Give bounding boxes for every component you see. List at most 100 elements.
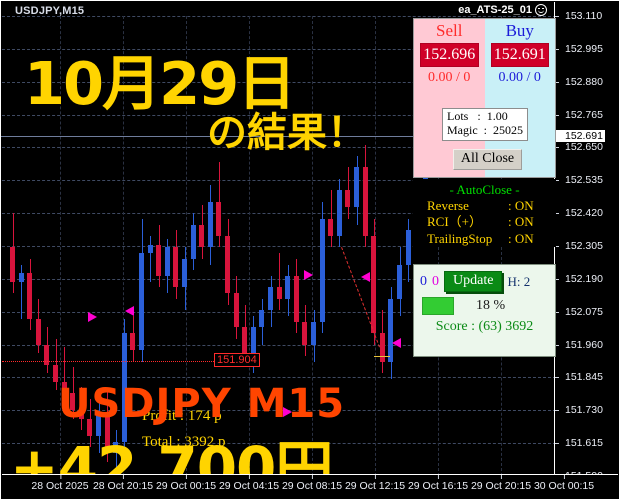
gridline-horizontal [2,344,556,346]
lots-separator: : [471,109,484,123]
order-info-box: Lots : 1.00 Magic : 25025 [442,108,528,141]
candle-body [354,167,359,208]
autoclose-row-key: RCI（+） [427,214,483,230]
gridline-horizontal [2,180,556,182]
candle-body [259,310,265,328]
candle-body [302,321,308,345]
candle-body [345,190,351,208]
candle-body [293,276,299,322]
buy-header: Buy [505,21,534,40]
candle-wick [81,387,83,431]
buy-lots-line: 0.00 / 0 [498,70,541,85]
candle-body [311,321,316,345]
score-value: Score : (63) 3692 [435,319,534,334]
autoclose-row-key: Reverse [427,198,469,213]
price-level-line [2,360,214,362]
all-close-button[interactable]: All Close [453,149,522,170]
candle-body [328,218,334,236]
price-tick: 152.650 [555,141,603,153]
candle-body [362,167,368,236]
gridline-horizontal [2,147,556,149]
score-percent-row: 18 % [414,292,555,315]
gridline-horizontal [2,377,556,379]
candle-body [190,224,196,259]
time-tick: 29 Oct 16:15 [407,475,469,492]
profit-annotation: Profit : 174 p [142,408,222,424]
time-tick: 29 Oct 00:15 [155,475,217,492]
autoclose-title: - AutoClose - [449,182,520,197]
autoclose-row-key: TrailingStop [427,230,493,246]
candle-body [336,190,342,236]
gridline-horizontal [2,16,556,17]
time-tick: 29 Oct 12:15 [344,475,406,492]
gridline-horizontal [2,311,556,313]
candle-body [18,273,24,282]
counter-magenta: 0 [432,273,439,289]
buy-price-button[interactable]: 152.691 [490,43,549,67]
counter-blue: 0 [420,273,427,289]
time-tick: 29 Oct 20:15 [470,475,532,492]
overlay-pair-text: USDJPY M15 [58,381,346,427]
time-tick: 28 Oct 2025 [31,475,89,492]
lots-row: Lots : 1.00 [447,109,523,124]
buy-arrow-marker [283,407,292,417]
candle-body [10,247,15,282]
candle-body [121,333,127,442]
sell-column: Sell 152.696 0.00 / 0 [414,19,485,177]
autoclose-row-value: : ON [508,198,534,213]
autoclose-row[interactable]: TrailingStop: ON [413,231,556,247]
overlay-amount-text: +42,700円 [10,434,333,476]
update-button[interactable]: Update [444,271,503,292]
candle-body [207,201,213,248]
candle-body [130,333,136,351]
gridline-vertical [249,16,250,476]
price-tick: 151.845 [555,371,603,383]
gridline-horizontal [2,410,556,412]
gridline-vertical [60,16,61,476]
candle-body [285,276,291,299]
gridline-horizontal [2,246,556,247]
candle-body [156,244,162,276]
price-tick: 151.615 [555,437,603,449]
autoclose-row[interactable]: RCI（+） : ON [413,214,556,230]
candle-body [182,258,187,288]
score-panel: 0 0 Update H: 2 18 % Score : (63) 3692 [413,264,556,357]
price-tick: 152.075 [555,306,603,318]
gridline-vertical [186,16,187,476]
candle-body [242,327,248,356]
autoclose-row-value: : ON [508,214,534,230]
sell-price-button[interactable]: 152.696 [420,43,479,67]
magic-row: Magic : 25025 [447,122,523,138]
candle-body [276,287,282,299]
horizontal-level-line[interactable] [374,356,390,357]
price-level-label[interactable]: 151.904 [214,352,260,367]
overlay-date-text: 10月29日 [24,49,296,118]
candle-wick [64,347,66,402]
gridline-horizontal [2,81,556,83]
time-tick: 29 Oct 04:15 [218,475,280,492]
percent-value: 18 % [476,298,506,313]
candle-body [250,327,256,356]
price-axis[interactable]: 153.110 152.995 152.880 152.765 152.650 152.5… [554,2,618,482]
candle-body [319,218,325,322]
time-axis[interactable]: 28 Oct 2025 28 Oct 20:15 29 Oct 00:15 29 Oc… [2,474,618,498]
total-annotation: Total : 3392 p [142,434,226,450]
magic-separator: : [480,122,490,137]
ea-title: ea_ATS-25_01 [458,4,547,16]
autoclose-row[interactable]: Reverse : ON [413,198,556,214]
gridline-vertical [312,16,313,476]
candle-body [147,244,153,254]
buy-arrow-marker [304,270,313,280]
candle-body [96,413,101,436]
candle-body [35,318,41,345]
price-tick: 152.190 [555,273,603,285]
lots-value: 1.00 [486,109,508,123]
overlay-result-text: の結果！ [207,110,367,156]
gridline-horizontal [2,278,556,280]
gridline-horizontal [2,114,556,116]
candle-body [199,224,205,248]
smiley-face-icon [535,4,547,16]
price-tick: 153.110 [555,10,602,22]
candle-body [139,253,144,351]
